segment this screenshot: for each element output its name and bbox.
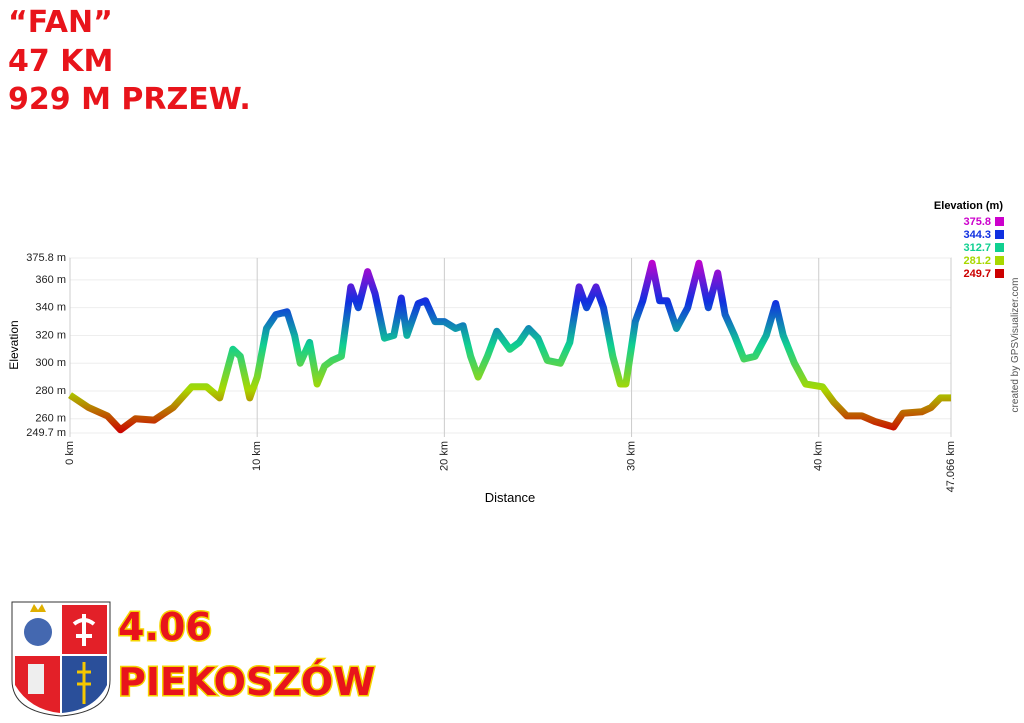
emblem — [72, 614, 96, 646]
x-tick-label: 47.066 km — [945, 441, 957, 492]
crown — [30, 604, 46, 612]
legend-swatch — [995, 269, 1004, 278]
emblem — [24, 618, 52, 646]
distance: 47 KM — [8, 44, 113, 79]
y-tick-label: 360 m — [35, 274, 66, 286]
legend-value: 375.8 — [963, 216, 991, 228]
legend-value: 312.7 — [963, 242, 991, 254]
y-axis-label: Elevation — [7, 320, 21, 369]
legend-value: 344.3 — [963, 229, 991, 241]
x-tick-label: 20 km — [438, 441, 450, 471]
coat-of-arms — [11, 601, 111, 717]
elevation-line — [68, 259, 951, 434]
y-tick-label: 300 m — [35, 357, 66, 369]
x-tick-label: 30 km — [625, 441, 637, 471]
x-axis-label: Distance — [485, 490, 536, 505]
emblem — [77, 662, 91, 704]
y-tick-label: 260 m — [35, 413, 66, 425]
y-tick-label: 249.7 m — [26, 427, 66, 439]
legend-swatch — [995, 243, 1004, 252]
legend-title: Elevation (m) — [934, 200, 1003, 212]
y-tick-label: 280 m — [35, 385, 66, 397]
y-tick-label: 375.8 m — [26, 252, 66, 264]
x-tick-label: 0 km — [64, 441, 76, 465]
x-tick-label: 10 km — [251, 441, 263, 471]
legend-value: 249.7 — [963, 268, 991, 280]
legend-swatch — [995, 230, 1004, 239]
y-tick-label: 340 m — [35, 302, 66, 314]
climb: 929 M PRZEW. — [8, 82, 251, 117]
place: PIEKOSZÓW — [118, 660, 375, 704]
legend-value: 281.2 — [963, 255, 991, 267]
date: 4.06 — [118, 605, 212, 649]
title: “FAN” — [8, 5, 113, 40]
x-tick-label: 40 km — [813, 441, 825, 471]
legend-swatch — [995, 217, 1004, 226]
y-tick-label: 320 m — [35, 329, 66, 341]
credit: created by GPSVisualizer.com — [1010, 278, 1021, 413]
legend-swatch — [995, 256, 1004, 265]
emblem — [28, 664, 44, 694]
